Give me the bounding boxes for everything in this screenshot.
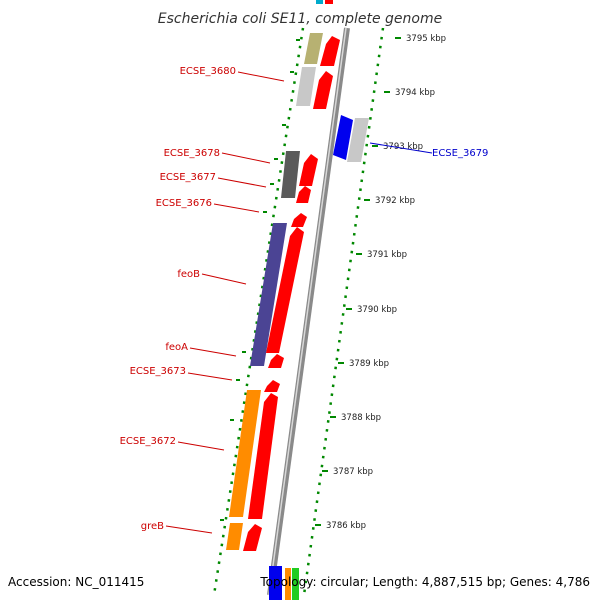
map-title: Escherichia coli SE11, complete genome: [158, 11, 442, 27]
leader-line: [189, 347, 237, 357]
gene-partial-top-1: [316, 0, 323, 4]
gene-label-ecse-3673[interactable]: ECSE_3673: [130, 366, 186, 377]
accession-text: Accession: NC_011415: [8, 575, 144, 589]
ruler-tick-label: 3790 kbp: [357, 305, 397, 315]
ruler-tick-label: 3792 kbp: [375, 196, 415, 206]
gene-partial-bottom-2: [285, 568, 291, 600]
leader-line: [201, 273, 247, 285]
leader-line: [217, 177, 267, 188]
leader-line: [187, 372, 233, 381]
gene-label-ecse-3677[interactable]: ECSE_3677: [160, 172, 216, 183]
gene-label-ecse-3679[interactable]: ECSE_3679: [432, 148, 488, 159]
gene-arrow-forward: [320, 36, 340, 66]
ruler-tick-label: 3795 kbp: [406, 34, 446, 44]
gene-ecse-3677: [296, 186, 311, 203]
leader-line: [165, 525, 213, 534]
ruler-tick-label: 3789 kbp: [349, 359, 389, 369]
gene-ecse-3672: [229, 390, 261, 517]
gene-feob: [250, 223, 287, 366]
gene-ecse-3679-gray: [347, 118, 369, 162]
gene-label-feob[interactable]: feoB: [177, 269, 200, 280]
gene-label-feoa[interactable]: feoA: [165, 342, 188, 353]
gene-label-ecse-3678[interactable]: ECSE_3678: [164, 148, 220, 159]
gene-feoa: [268, 354, 284, 368]
gene-arrow-forward: [243, 524, 262, 551]
ruler-tick-label: 3791 kbp: [367, 250, 407, 260]
leader-line: [369, 142, 433, 154]
gene-arrow-forward: [313, 71, 333, 109]
leader-line: [221, 152, 271, 164]
genome-backbone-highlight: [268, 27, 347, 596]
gene-arrow-forward: [299, 154, 318, 186]
ruler-tick-label: 3794 kbp: [395, 88, 435, 98]
leader-line: [237, 71, 285, 82]
gene-label-ecse-3676[interactable]: ECSE_3676: [156, 198, 212, 209]
gene-ecse-3679-blue: [333, 115, 353, 160]
ruler-tick-label: 3787 kbp: [333, 467, 373, 477]
gene-partial-bottom-1: [269, 566, 282, 600]
gene-arrow-forward: [248, 393, 278, 519]
ruler-tick-label: 3786 kbp: [326, 521, 366, 531]
gene-ecse-3676: [291, 213, 307, 227]
gene-ecse-3678: [281, 151, 300, 198]
gene-label-ecse-3672[interactable]: ECSE_3672: [120, 436, 176, 447]
ruler-tick-label: 3788 kbp: [341, 413, 381, 423]
right-dotted-ruler: [302, 27, 385, 596]
ruler-tick-label: 3793 kbp: [383, 142, 423, 152]
gene-partial-bottom-3: [292, 568, 299, 600]
gene-ecse-3673: [264, 380, 280, 392]
topology-text: Topology: circular; Length: 4,887,515 bp…: [259, 575, 590, 589]
gene-yellowish: [304, 33, 323, 64]
gene-label-ecse-3680[interactable]: ECSE_3680: [180, 66, 236, 77]
left-dotted-border: [212, 27, 305, 596]
leader-line: [213, 203, 260, 213]
gene-partial-top-2: [325, 0, 333, 4]
gene-arrow-forward: [266, 227, 304, 353]
leader-line: [177, 441, 225, 451]
gene-ecse-3680: [296, 67, 316, 106]
genome-backbone: [267, 27, 350, 596]
gene-label-greb[interactable]: greB: [141, 521, 164, 532]
gene-greb: [226, 523, 243, 550]
